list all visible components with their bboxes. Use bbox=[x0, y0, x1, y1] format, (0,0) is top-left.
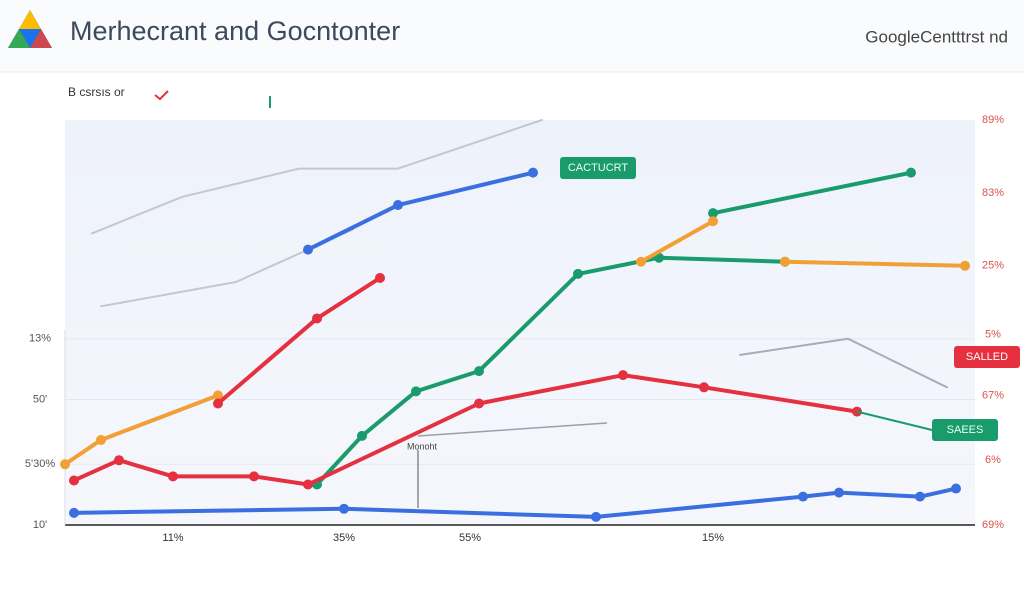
annotation: SAEES bbox=[947, 424, 984, 436]
data-point bbox=[708, 208, 718, 219]
annotation: CACTUCRT bbox=[568, 162, 629, 174]
data-point bbox=[96, 434, 106, 445]
annotation: Monoht bbox=[407, 441, 438, 451]
data-point bbox=[960, 260, 970, 271]
annotation: SALLED bbox=[966, 351, 1008, 363]
x-tick-label: 35% bbox=[333, 532, 355, 544]
data-point bbox=[213, 390, 223, 401]
data-point bbox=[780, 256, 790, 267]
y-tick-label: 10' bbox=[33, 519, 47, 531]
plot-area bbox=[65, 120, 975, 525]
data-point bbox=[618, 370, 628, 381]
y-tick-label: 13% bbox=[29, 333, 51, 345]
data-point bbox=[699, 382, 709, 393]
series-line bbox=[739, 337, 948, 389]
y2-tick-label: 69% bbox=[982, 519, 1004, 531]
data-point bbox=[834, 487, 844, 498]
y2-tick-label: 83% bbox=[982, 187, 1004, 199]
y-tick-label: 5'30% bbox=[25, 458, 55, 470]
data-point bbox=[528, 167, 538, 178]
data-point bbox=[357, 430, 367, 441]
y2-tick-label: 89% bbox=[982, 114, 1004, 126]
logo bbox=[8, 10, 52, 48]
app-title: Merhecrant and Gocntonter bbox=[70, 16, 400, 46]
chart-layer: 13% 50' 5'30% 10' 89% 83% 25% 5% 67% 6% 69% 11% 35% 5… bbox=[25, 114, 1020, 544]
data-point bbox=[213, 398, 223, 409]
data-point bbox=[411, 386, 421, 397]
data-point bbox=[249, 471, 259, 482]
data-point bbox=[591, 511, 601, 522]
series-line bbox=[711, 170, 913, 216]
series-line bbox=[639, 219, 715, 264]
series-line bbox=[783, 259, 967, 268]
data-point bbox=[69, 507, 79, 518]
annotation-box bbox=[954, 346, 1020, 368]
annotation-box bbox=[932, 419, 998, 441]
data-point bbox=[393, 200, 403, 211]
header-bar bbox=[0, 0, 1024, 72]
data-point bbox=[573, 268, 583, 279]
data-point bbox=[312, 313, 322, 324]
y2-tick-label: 6% bbox=[985, 454, 1001, 466]
data-point bbox=[951, 483, 961, 494]
data-point bbox=[114, 455, 124, 466]
data-point bbox=[69, 475, 79, 486]
annotation-box bbox=[560, 157, 636, 179]
data-point bbox=[60, 459, 70, 470]
y2-tick-label: 25% bbox=[982, 260, 1004, 272]
data-point bbox=[339, 503, 349, 514]
series-line bbox=[91, 119, 543, 235]
data-point bbox=[906, 167, 916, 178]
y2-tick-label: 67% bbox=[982, 389, 1004, 401]
x-tick-label: 55% bbox=[459, 532, 481, 544]
subtitle: B csrsıs or bbox=[68, 85, 125, 99]
pointer-line bbox=[417, 422, 608, 437]
data-point bbox=[474, 398, 484, 409]
x-tick-label: 11% bbox=[162, 532, 183, 544]
data-point bbox=[636, 256, 646, 267]
y2-tick-label: 5% bbox=[985, 329, 1001, 341]
data-point bbox=[303, 244, 313, 255]
y-tick-label: 50' bbox=[33, 393, 47, 405]
data-point bbox=[303, 479, 313, 490]
x-tick-label: 15% bbox=[702, 532, 724, 544]
data-point bbox=[798, 491, 808, 502]
data-point bbox=[915, 491, 925, 502]
data-point bbox=[168, 471, 178, 482]
data-point bbox=[708, 216, 718, 227]
account-name[interactable]: GoogleCentttrst nd bbox=[865, 27, 1008, 46]
data-point bbox=[375, 272, 385, 283]
check-icon bbox=[154, 90, 169, 101]
data-point bbox=[474, 366, 484, 377]
